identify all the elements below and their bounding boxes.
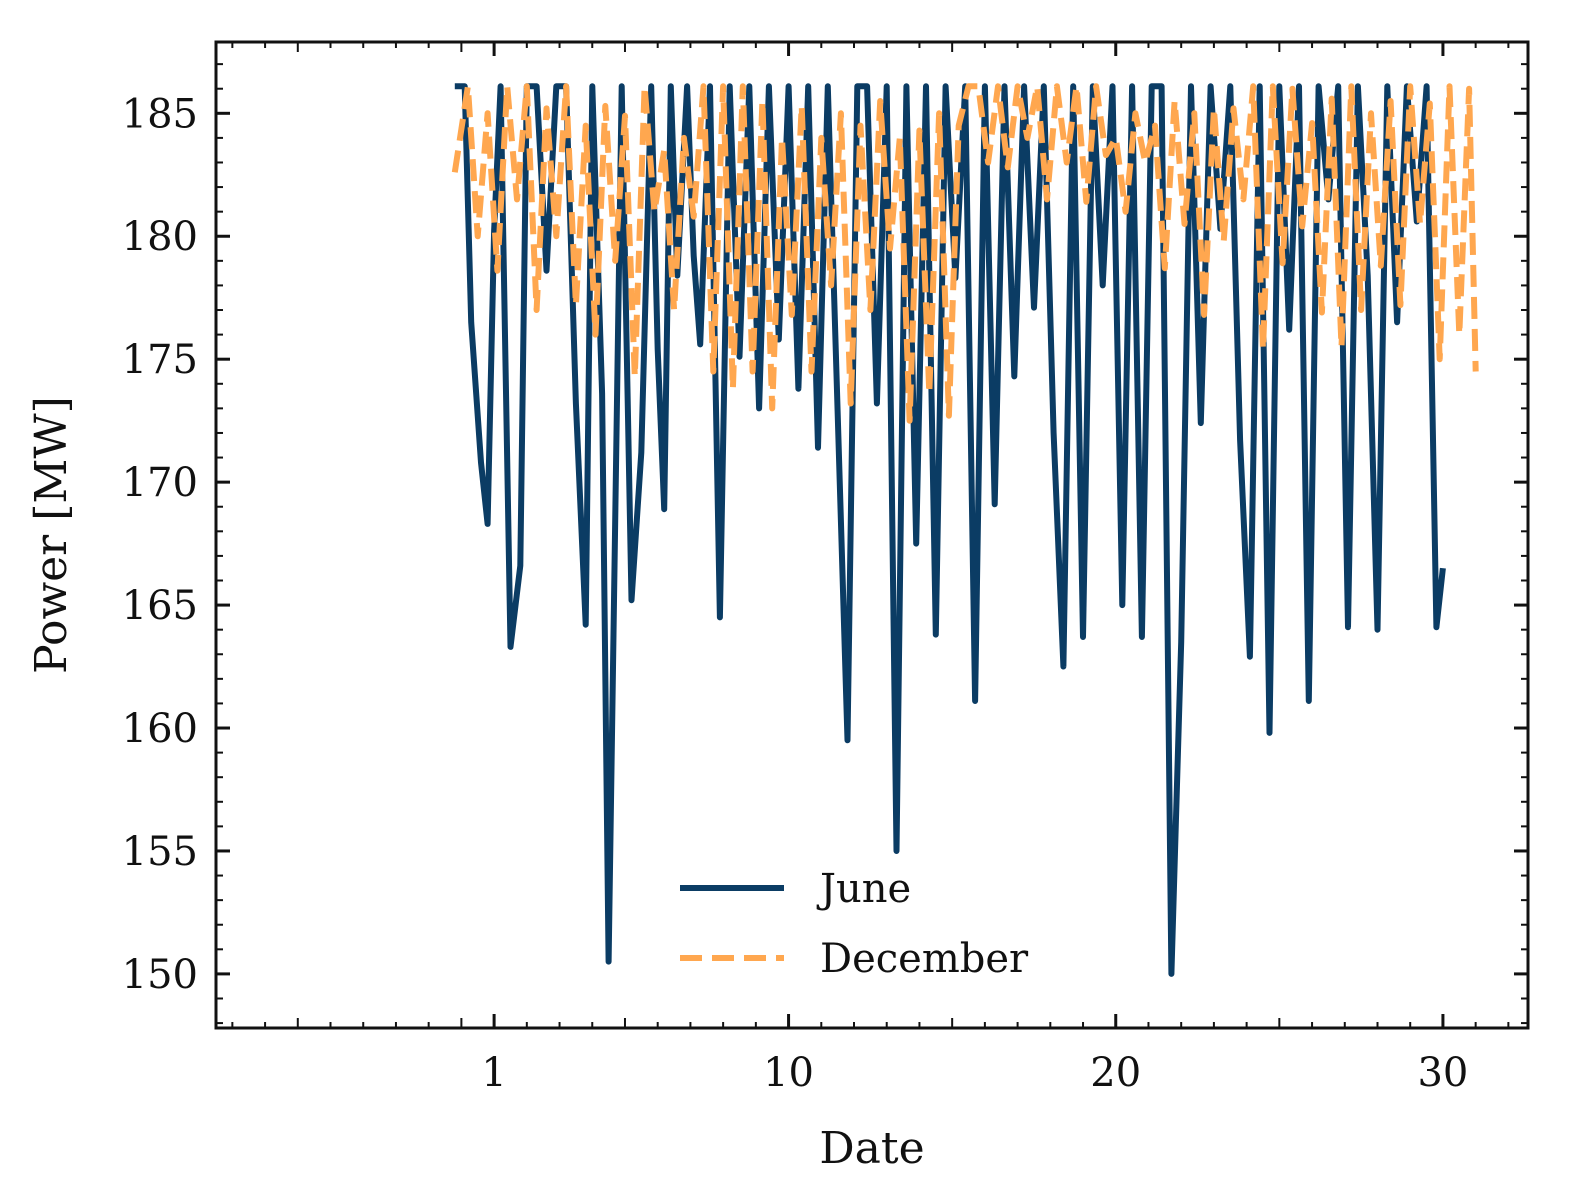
y-tick-label: 185 (122, 91, 198, 137)
y-axis-label: Power [MW] (26, 396, 77, 674)
plot-frame (214, 40, 1530, 1030)
series-layer (451, 83, 1479, 977)
legend-label-december: December (820, 936, 1029, 982)
y-tick-label: 180 (122, 214, 198, 260)
x-tick-label: 30 (1417, 1050, 1468, 1096)
y-tick-label: 155 (122, 829, 198, 875)
legend-label-june: June (816, 866, 911, 912)
series-line-june (454, 83, 1446, 977)
legend: June December (680, 866, 1029, 982)
y-tick-label: 165 (122, 583, 198, 629)
series-line-december (451, 83, 1479, 424)
y-tick-label: 160 (122, 706, 198, 752)
y-tick-label: 175 (122, 337, 198, 383)
label-layer: 150 155 160 165 170 175 180 185 1 10 20 30 (122, 91, 1469, 1096)
y-tick-label: 150 (122, 952, 198, 998)
x-tick-label: 10 (763, 1050, 814, 1096)
x-axis-label: Date (819, 1123, 924, 1174)
x-tick-label: 20 (1090, 1050, 1141, 1096)
y-tick-label: 170 (122, 460, 198, 506)
x-tick-label: 1 (481, 1050, 506, 1096)
